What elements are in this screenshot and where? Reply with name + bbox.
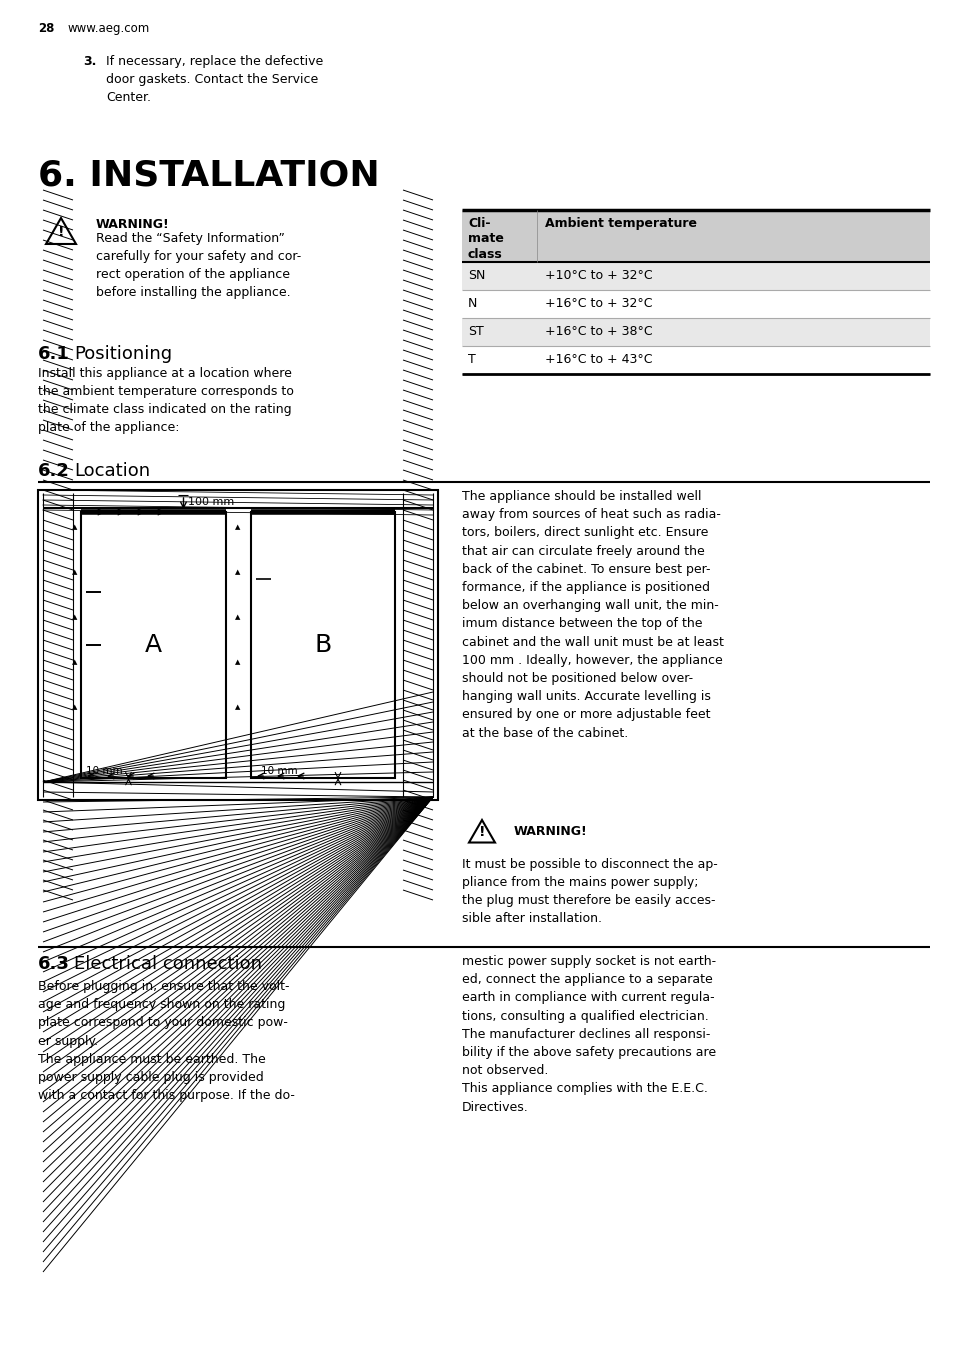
Text: 100 mm: 100 mm (189, 498, 234, 507)
Text: ▲: ▲ (235, 614, 240, 621)
Text: ▲: ▲ (235, 704, 240, 710)
Text: 10 mm: 10 mm (261, 767, 297, 776)
Text: Install this appliance at a location where
the ambient temperature corresponds t: Install this appliance at a location whe… (38, 366, 294, 434)
Text: ST: ST (468, 324, 483, 338)
Text: SN: SN (468, 269, 485, 283)
Text: 6.1: 6.1 (38, 345, 70, 362)
Text: ▲: ▲ (72, 614, 77, 621)
Bar (461, 262, 929, 289)
Text: 10 mm: 10 mm (86, 767, 123, 776)
Bar (461, 346, 929, 375)
Text: 6.3: 6.3 (38, 955, 70, 973)
Text: Location: Location (74, 462, 150, 480)
Text: 6.2: 6.2 (38, 462, 70, 480)
Text: Positioning: Positioning (74, 345, 172, 362)
Text: !: ! (58, 226, 64, 239)
Text: !: ! (478, 825, 485, 840)
Text: A: A (145, 633, 162, 657)
Text: ▲: ▲ (235, 569, 240, 575)
Bar (461, 289, 929, 318)
Text: ▲: ▲ (72, 569, 77, 575)
Text: +16°C to + 43°C: +16°C to + 43°C (544, 353, 652, 366)
Text: Cli-
mate
class: Cli- mate class (468, 218, 503, 261)
Text: ▲: ▲ (72, 525, 77, 530)
Text: T: T (468, 353, 476, 366)
Text: ▲: ▲ (235, 525, 240, 530)
Text: Read the “Safety Information”
carefully for your safety and cor-
rect operation : Read the “Safety Information” carefully … (96, 233, 301, 299)
Text: Ambient temperature: Ambient temperature (544, 218, 697, 230)
Text: mestic power supply socket is not earth-
ed, connect the appliance to a separate: mestic power supply socket is not earth-… (461, 955, 716, 1114)
Text: Electrical connection: Electrical connection (74, 955, 262, 973)
Text: ▲: ▲ (72, 658, 77, 665)
Bar (38, 489, 437, 800)
Text: +16°C to + 38°C: +16°C to + 38°C (544, 324, 652, 338)
Text: +10°C to + 32°C: +10°C to + 32°C (544, 269, 652, 283)
Bar (461, 318, 929, 346)
Text: 28: 28 (38, 22, 54, 35)
Text: +16°C to + 32°C: +16°C to + 32°C (544, 297, 652, 310)
Text: www.aeg.com: www.aeg.com (68, 22, 150, 35)
Text: ▲: ▲ (235, 658, 240, 665)
Text: B: B (314, 633, 332, 657)
Text: 3.: 3. (83, 55, 96, 68)
Text: If necessary, replace the defective
door gaskets. Contact the Service
Center.: If necessary, replace the defective door… (106, 55, 323, 104)
Text: 6. INSTALLATION: 6. INSTALLATION (38, 158, 379, 192)
Text: WARNING!: WARNING! (96, 218, 170, 231)
Text: ▲: ▲ (72, 704, 77, 710)
Text: N: N (468, 297, 476, 310)
Bar (81, 512, 226, 777)
Text: The appliance should be installed well
away from sources of heat such as radia-
: The appliance should be installed well a… (461, 489, 723, 740)
Bar (461, 210, 929, 262)
Text: WARNING!: WARNING! (514, 825, 587, 838)
Text: Before plugging in, ensure that the volt-
age and frequency shown on the rating
: Before plugging in, ensure that the volt… (38, 980, 294, 1102)
Bar (251, 512, 395, 777)
Text: It must be possible to disconnect the ap-
pliance from the mains power supply;
t: It must be possible to disconnect the ap… (461, 859, 717, 925)
